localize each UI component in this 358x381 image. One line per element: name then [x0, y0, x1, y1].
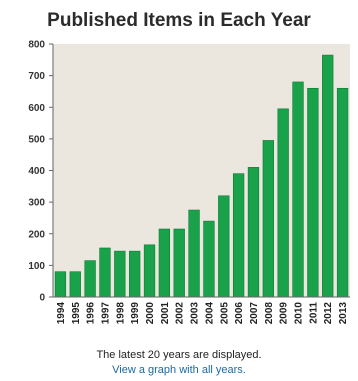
x-tick-label: 2004: [204, 302, 215, 325]
x-tick-label: 2000: [145, 302, 156, 325]
y-tick-label: 100: [28, 261, 45, 272]
y-tick-label: 400: [28, 166, 45, 177]
bar-2000: [143, 244, 156, 298]
bar-2011: [307, 87, 319, 298]
bar-1995: [69, 271, 81, 298]
bar-2003: [188, 209, 200, 298]
chart-title: Published Items in Each Year: [47, 10, 311, 31]
latest-years-note: The latest 20 years are displayed.: [96, 349, 262, 361]
bar-2004: [203, 220, 215, 298]
bar-2001: [158, 228, 171, 298]
bar-2012: [322, 54, 334, 298]
y-tick-label: 700: [28, 71, 45, 82]
bar-2005: [218, 195, 230, 298]
x-tick-label: 2008: [264, 302, 275, 325]
bar-1996: [84, 260, 96, 298]
y-tick-label: 300: [28, 198, 45, 209]
bar-2008: [262, 140, 274, 298]
bar-2013: [336, 87, 349, 298]
bar-1994: [54, 271, 67, 298]
x-tick-label: 1994: [56, 302, 67, 325]
bar-2006: [232, 173, 245, 298]
all-years-link[interactable]: View a graph with all years.: [112, 364, 246, 376]
y-tick-label: 200: [28, 229, 45, 240]
bar-1997: [99, 247, 111, 298]
x-tick-label: 2003: [190, 302, 201, 325]
x-tick-label: 2005: [219, 302, 230, 325]
y-tick-label: 500: [28, 134, 45, 145]
x-tick-label: 1997: [100, 302, 111, 325]
x-tick-label: 1996: [86, 302, 97, 325]
x-tick-label: 2012: [323, 302, 334, 325]
bar-2007: [247, 167, 260, 298]
x-tick-label: 1998: [115, 302, 126, 325]
x-tick-label: 2007: [249, 302, 260, 325]
x-tick-label: 1999: [130, 302, 141, 325]
plot-area: [53, 44, 350, 297]
y-tick-label: 800: [28, 40, 45, 51]
bar-2010: [292, 81, 304, 298]
y-tick-label: 600: [28, 103, 45, 114]
x-tick-label: 2002: [175, 302, 186, 325]
x-tick-label: 2013: [338, 302, 349, 325]
bar-1998: [114, 250, 126, 298]
x-tick-label: 2009: [279, 302, 290, 325]
bar-2009: [277, 108, 289, 298]
x-tick-label: 2010: [294, 302, 305, 325]
x-tick-label: 2006: [234, 302, 245, 325]
x-tick-label: 1995: [71, 302, 82, 325]
x-tick-label: 2011: [308, 302, 319, 324]
x-tick-label: 2001: [160, 302, 171, 325]
y-tick-label: 0: [39, 293, 45, 304]
bar-2002: [173, 228, 185, 298]
bar-1999: [129, 250, 141, 298]
